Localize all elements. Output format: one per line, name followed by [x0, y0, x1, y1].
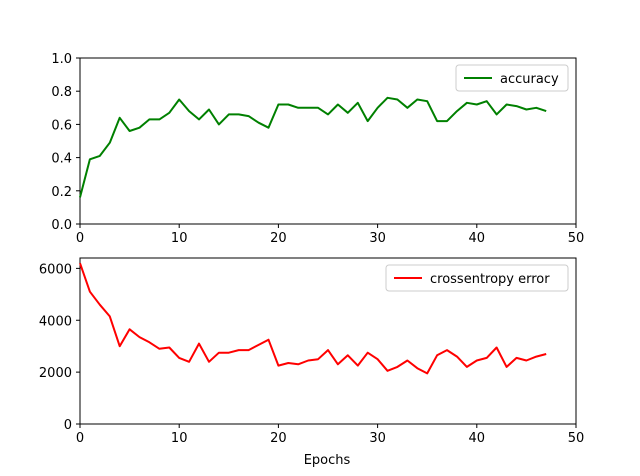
x-tick-label: 0 — [76, 431, 84, 446]
x-tick-label: 0 — [76, 231, 84, 246]
legend-label: crossentropy error — [430, 272, 550, 287]
legend-box — [385, 264, 569, 292]
series-line-crossentropy-error — [79, 262, 547, 375]
x-tick-label: 30 — [369, 431, 386, 446]
x-tick-label: 30 — [369, 231, 386, 246]
x-tick-label: 20 — [270, 231, 287, 246]
x-tick-label: 20 — [270, 431, 287, 446]
x-tick-label: 10 — [171, 431, 188, 446]
series-line-accuracy — [79, 96, 547, 198]
x-tick-label: 40 — [469, 431, 486, 446]
y-tick-label: 1.0 — [51, 52, 72, 67]
y-tick-label: 0 — [64, 418, 72, 433]
x-axis-label: Epochs — [304, 453, 351, 468]
y-tick-label: 4000 — [39, 314, 72, 329]
y-tick-label: 2000 — [39, 366, 72, 381]
y-tick-label: 0.6 — [51, 118, 72, 133]
y-tick-label: 0.2 — [51, 185, 72, 200]
y-tick-label: 0.0 — [51, 218, 72, 233]
y-tick-label: 6000 — [39, 262, 72, 277]
x-tick-label: 50 — [568, 231, 585, 246]
legend: accuracy — [455, 64, 569, 92]
x-tick-label: 40 — [469, 231, 486, 246]
x-tick-label: 10 — [171, 231, 188, 246]
accuracy-panel: 0 10 20 30 40 50 0.0 0.2 0.4 0.6 0.8 1.0 accuracy — [51, 52, 584, 246]
crossentropy-panel: 0 10 20 30 40 50 0 2000 4000 6000 crossentropy err… — [39, 257, 585, 446]
y-tick-label: 0.4 — [51, 152, 72, 167]
legend-label: accuracy — [500, 72, 559, 87]
legend-box — [455, 64, 569, 92]
y-tick-label: 0.8 — [51, 85, 72, 100]
x-tick-label: 50 — [568, 431, 585, 446]
legend: crossentropy error — [385, 264, 569, 292]
